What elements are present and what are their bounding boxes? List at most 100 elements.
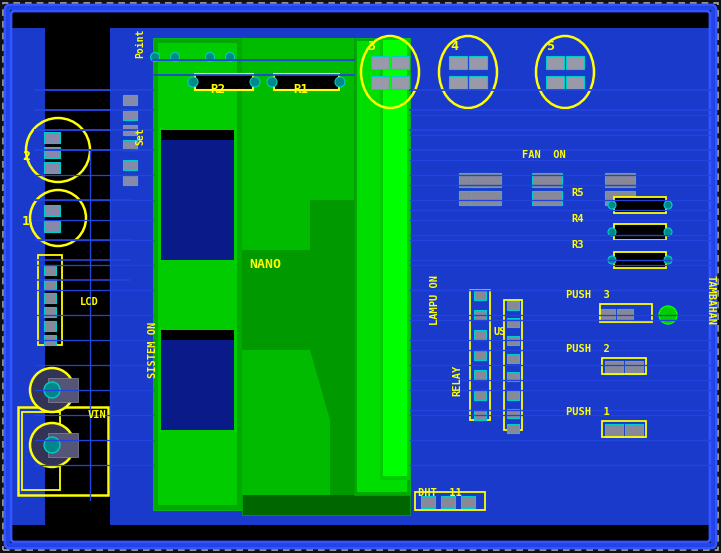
Bar (546, 76, 564, 88)
Bar (161, 140, 234, 260)
Circle shape (608, 228, 616, 236)
Text: VIN: VIN (88, 410, 107, 420)
Polygon shape (242, 350, 330, 495)
Bar (602, 358, 646, 374)
Bar (474, 350, 486, 360)
Bar (507, 372, 519, 380)
Bar (371, 55, 389, 69)
Bar (532, 191, 562, 205)
Circle shape (205, 53, 215, 61)
Bar (48, 378, 78, 402)
Text: LCD: LCD (80, 297, 99, 307)
Bar (123, 125, 137, 135)
Text: R1: R1 (293, 83, 308, 96)
Bar (35, 28, 715, 525)
Bar (471, 191, 501, 205)
Bar (469, 76, 487, 88)
Bar (532, 173, 562, 187)
Text: 3: 3 (367, 40, 375, 53)
Circle shape (170, 53, 180, 61)
Bar (507, 336, 519, 345)
Bar (471, 173, 501, 187)
Bar (599, 309, 615, 321)
Text: US: US (494, 327, 506, 337)
Bar (415, 492, 485, 510)
Bar (380, 38, 410, 480)
Bar (123, 140, 137, 150)
Bar (507, 390, 519, 399)
Text: PUSH  3: PUSH 3 (566, 290, 610, 300)
Bar (10, 525, 711, 543)
Bar (469, 55, 487, 69)
Bar (605, 361, 623, 373)
Bar (449, 76, 467, 88)
Bar (605, 424, 623, 436)
Bar (474, 310, 486, 320)
Bar (504, 300, 522, 430)
Text: 2: 2 (22, 150, 30, 163)
Circle shape (664, 256, 672, 264)
Bar (507, 409, 519, 418)
Bar (44, 205, 60, 216)
Text: TAMBAHAN: TAMBAHAN (706, 275, 716, 325)
Bar (614, 224, 666, 240)
Circle shape (226, 53, 234, 61)
Text: PUSH  1: PUSH 1 (566, 407, 610, 417)
Bar (274, 74, 339, 90)
Bar (44, 321, 56, 331)
Bar (22, 412, 60, 490)
Bar (242, 38, 354, 495)
Bar (546, 55, 564, 69)
Text: R2: R2 (210, 83, 225, 96)
Bar (44, 335, 56, 345)
Bar (38, 255, 62, 345)
Bar (48, 433, 78, 457)
Circle shape (664, 228, 672, 236)
Bar (602, 421, 646, 437)
Bar (474, 370, 486, 380)
Text: R4: R4 (571, 214, 583, 224)
Circle shape (659, 306, 677, 324)
Bar (357, 41, 407, 492)
Text: RELAY: RELAY (452, 364, 462, 395)
FancyBboxPatch shape (5, 5, 716, 548)
Bar (44, 279, 56, 289)
Bar (44, 132, 60, 143)
Bar (123, 160, 137, 170)
Bar (507, 424, 519, 432)
Text: 1: 1 (22, 215, 30, 228)
Circle shape (664, 201, 672, 209)
Bar (158, 43, 237, 505)
Bar (470, 290, 490, 420)
Circle shape (44, 382, 60, 398)
Circle shape (188, 77, 198, 87)
Bar (566, 55, 584, 69)
Bar (461, 496, 475, 508)
Bar (459, 191, 489, 205)
Bar (617, 309, 633, 321)
Bar (605, 191, 635, 205)
Bar (507, 300, 519, 310)
Bar (614, 252, 666, 268)
Circle shape (608, 256, 616, 264)
Circle shape (250, 77, 260, 87)
Text: R5: R5 (571, 188, 583, 198)
Bar (18, 407, 108, 495)
Bar (44, 147, 60, 158)
Bar (391, 76, 409, 88)
Bar (44, 161, 60, 173)
Circle shape (44, 437, 60, 453)
Bar (605, 173, 635, 187)
Text: 4: 4 (450, 40, 458, 53)
Text: PUSH  2: PUSH 2 (566, 344, 610, 354)
Bar (10, 28, 45, 525)
Bar (507, 317, 519, 326)
Bar (161, 330, 234, 430)
Circle shape (608, 201, 616, 209)
Bar (625, 361, 643, 373)
Bar (354, 38, 410, 495)
Bar (449, 55, 467, 69)
Bar (474, 410, 486, 420)
Bar (459, 173, 489, 187)
Bar (123, 110, 137, 120)
